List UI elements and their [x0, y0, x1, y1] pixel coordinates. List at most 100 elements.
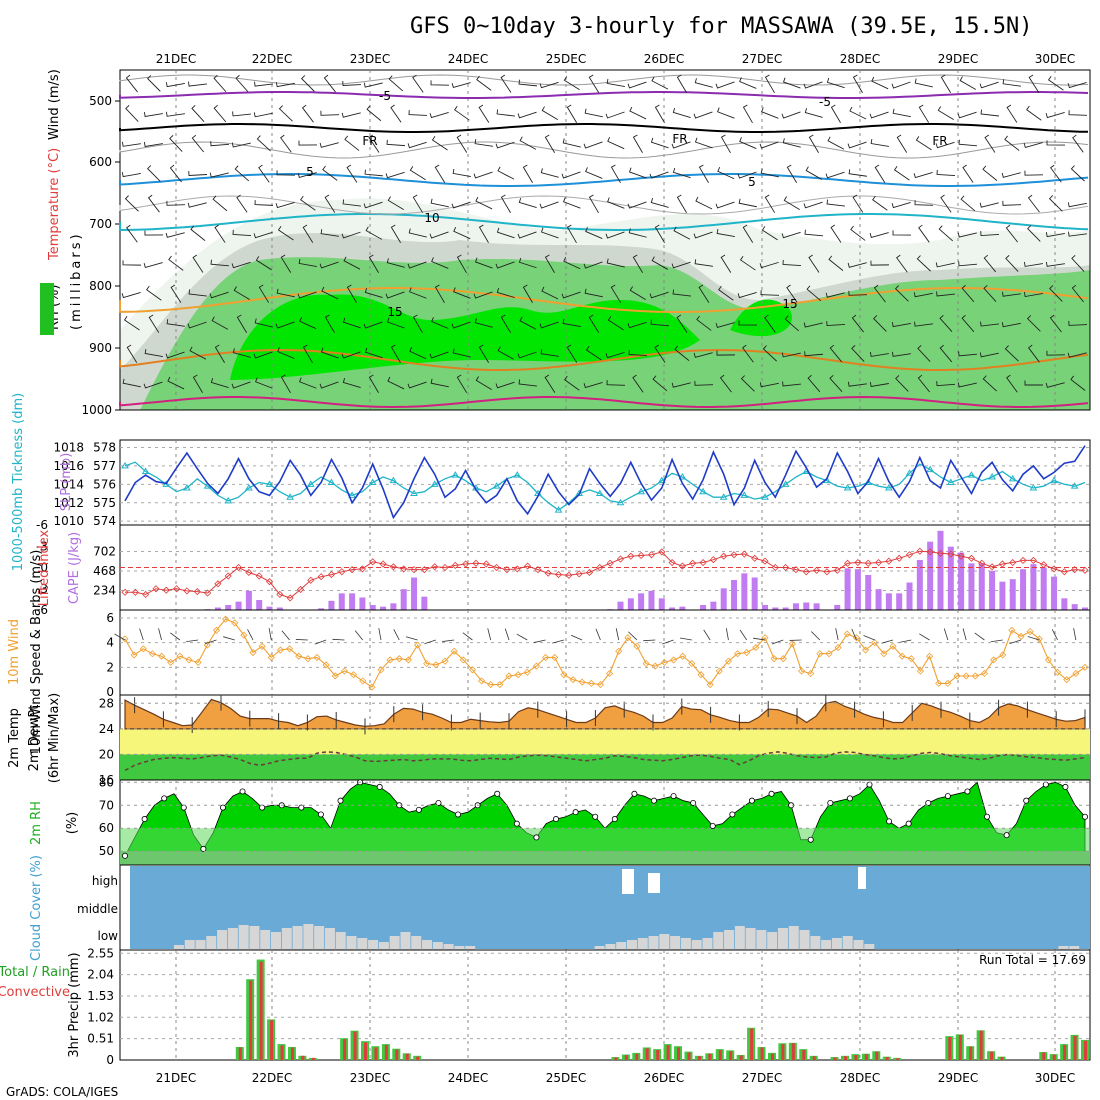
- li-marker: [327, 571, 336, 579]
- low-cloud-bar: [777, 928, 788, 950]
- wind-barb: [672, 107, 691, 119]
- wind-barb: [1067, 81, 1087, 89]
- contour-label: FR: [672, 132, 687, 146]
- precip-conv-bar: [416, 1056, 420, 1060]
- rh-marker: [690, 799, 697, 806]
- thickness-marker: [595, 489, 604, 497]
- wind-barb: [299, 316, 317, 330]
- cloud-label: Cloud Cover (%): [29, 855, 44, 961]
- cape-bar: [772, 607, 779, 610]
- wind-marker: [843, 630, 851, 638]
- wind-barb: [210, 259, 230, 267]
- wind-barb: [301, 75, 315, 92]
- wind-barb: [430, 80, 450, 86]
- precip-conv-bar: [1084, 1040, 1087, 1060]
- rh-marker: [494, 790, 501, 797]
- cape-bar: [762, 605, 768, 610]
- wind-barb: [452, 168, 471, 178]
- wind-barb: [363, 82, 383, 88]
- wind-barb: [782, 381, 801, 387]
- wind-marker: [359, 677, 367, 685]
- wind-barb: [742, 224, 754, 243]
- wind-barb: [409, 346, 427, 360]
- wind-marker: [158, 652, 166, 660]
- wind-barb: [412, 314, 423, 334]
- wind-barb: [783, 196, 800, 211]
- y-tick-right: 1018: [53, 441, 84, 455]
- cape-bar: [1040, 567, 1047, 610]
- y-tick-right: 1012: [53, 496, 84, 510]
- wind-barb: [782, 138, 801, 148]
- wind-barb: [627, 321, 647, 329]
- li-marker: [317, 573, 325, 581]
- wind-barb: [1067, 352, 1087, 358]
- temp-area: [124, 698, 1086, 730]
- cape-bar: [235, 601, 242, 610]
- precip-conv-bar: [739, 1055, 743, 1060]
- wind-barb: [319, 261, 339, 269]
- wind-barb: [165, 232, 185, 238]
- precip-conv-bar: [624, 1054, 628, 1060]
- y-tick-right: 1010: [53, 514, 84, 528]
- wind-speed-line: [124, 618, 1086, 688]
- wind-barb: [324, 194, 336, 213]
- rh-marker: [553, 816, 560, 823]
- wind-tick: 2: [106, 660, 114, 674]
- wind-barb: [694, 259, 713, 267]
- wind-barb: [143, 141, 163, 147]
- wind-barb: [139, 628, 144, 641]
- wind-barb: [739, 77, 757, 89]
- wind-barb: [386, 258, 405, 268]
- wind-barb: [1001, 172, 1021, 178]
- wind-barb: [739, 137, 757, 149]
- wind-barb: [213, 104, 227, 123]
- thickness-marker: [389, 476, 398, 484]
- wind-barb: [517, 231, 537, 239]
- wind-barb: [807, 374, 821, 393]
- wind-barb: [165, 82, 185, 88]
- precip-conv-bar: [405, 1053, 409, 1060]
- wind-barb: [158, 628, 162, 641]
- wind-barb: [365, 226, 383, 240]
- cape-bar: [669, 607, 676, 610]
- rh-marker: [611, 816, 618, 823]
- wind-marker: [176, 652, 184, 660]
- wind-barb: [168, 255, 184, 271]
- wind-barb: [761, 226, 778, 241]
- cape-bar: [421, 596, 428, 610]
- thickness-marker: [884, 484, 893, 491]
- wind-barb: [114, 633, 126, 641]
- cape-bar: [854, 569, 861, 610]
- wind-barb: [1049, 314, 1062, 333]
- wind-barb: [474, 257, 493, 269]
- precip-conv-bar: [885, 1057, 889, 1060]
- wind-barb: [716, 350, 736, 356]
- wind-barb: [737, 171, 757, 179]
- wind-barb: [936, 381, 956, 387]
- wind-barb: [253, 231, 273, 239]
- rh-marker: [670, 793, 677, 800]
- wind-barb: [672, 167, 691, 179]
- precip-label: 3hr Precip (mm): [67, 952, 82, 1057]
- cape-bar: [710, 601, 717, 610]
- li-label: Lifted Index: [37, 529, 52, 606]
- y-tick-label: 700: [89, 217, 112, 231]
- wind-marker: [148, 650, 156, 658]
- wind-marker: [999, 651, 1007, 659]
- li-marker: [152, 585, 160, 593]
- wind-marker: [194, 658, 202, 666]
- wind-barb: [588, 194, 599, 214]
- wind-contour: [119, 74, 1089, 86]
- wind-marker: [1072, 669, 1080, 678]
- wind-barb: [829, 374, 843, 392]
- li-marker: [173, 585, 181, 593]
- thickness-marker: [513, 471, 522, 478]
- wind-barb: [828, 255, 844, 271]
- wind-barb: [694, 78, 713, 88]
- wind-barb: [366, 105, 382, 122]
- temp-tick: 24: [99, 722, 114, 736]
- wind-barb: [585, 227, 603, 239]
- wind-marker: [514, 671, 522, 679]
- wind-barb: [606, 380, 626, 386]
- wind-barb: [278, 105, 293, 122]
